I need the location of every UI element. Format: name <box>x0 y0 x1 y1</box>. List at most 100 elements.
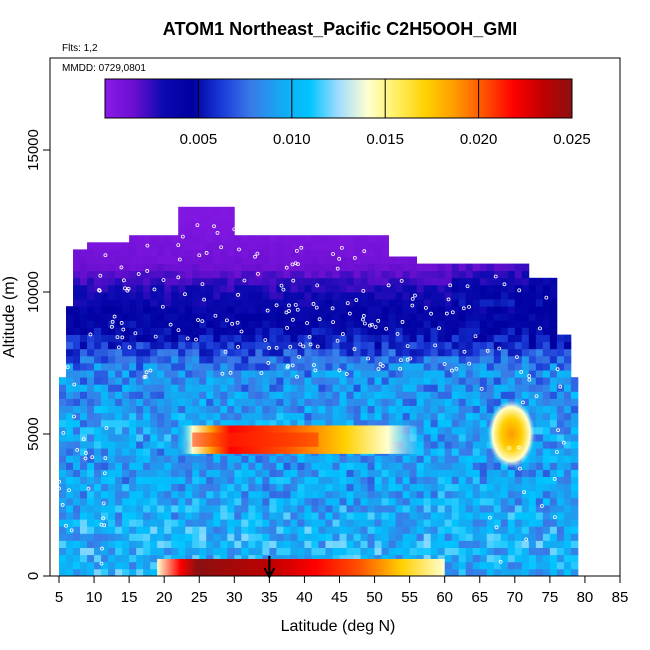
heatmap-cell <box>87 391 95 399</box>
heatmap-cell <box>346 405 354 414</box>
heatmap-cell <box>500 341 509 350</box>
heatmap-cell <box>199 391 207 399</box>
heatmap-cell <box>241 299 249 307</box>
heatmap-cell <box>556 540 565 548</box>
heatmap-cell <box>227 519 235 527</box>
heatmap-cell <box>486 540 495 548</box>
heatmap-cell <box>381 377 389 385</box>
heatmap-cell <box>339 320 347 328</box>
heatmap-cell <box>80 441 88 449</box>
heatmap-cell <box>423 341 432 350</box>
heatmap-cell <box>283 526 291 534</box>
heatmap-cell <box>388 270 396 279</box>
heatmap-cell <box>150 547 158 556</box>
heatmap-cell <box>535 441 544 449</box>
heatmap-cell <box>262 483 270 492</box>
heatmap-cell <box>178 320 186 328</box>
heatmap-cell <box>297 490 305 499</box>
heatmap-cell <box>423 434 432 442</box>
heatmap-cell <box>346 292 354 300</box>
heatmap-cell <box>185 512 193 520</box>
heatmap-cell <box>143 384 151 392</box>
heatmap-cell <box>199 419 207 428</box>
heatmap-cell <box>94 270 102 279</box>
heatmap-cell <box>430 391 439 399</box>
heatmap-cell <box>507 554 516 563</box>
heatmap-cell <box>171 242 179 250</box>
heatmap-cell <box>437 533 446 541</box>
heatmap-cell <box>290 270 298 279</box>
heatmap-cell <box>290 412 298 421</box>
heatmap-cell <box>451 398 460 406</box>
heatmap-cell <box>290 292 298 300</box>
heatmap-cell <box>87 377 95 385</box>
heatmap-cell <box>535 391 544 399</box>
heatmap-cell <box>416 497 425 506</box>
heatmap-cell <box>465 299 474 307</box>
heatmap-cell <box>542 505 551 513</box>
heatmap-cell <box>143 483 151 492</box>
heatmap-cell <box>115 348 123 357</box>
heatmap-cell <box>234 327 242 335</box>
heatmap-cell <box>248 377 256 385</box>
heatmap-cell <box>255 412 263 421</box>
heatmap-cell <box>304 469 312 477</box>
heatmap-cell <box>318 476 326 485</box>
heatmap-cell <box>346 540 354 548</box>
heatmap-cell <box>549 462 558 470</box>
heatmap-cell <box>255 334 263 343</box>
heatmap-cell <box>262 284 270 293</box>
heatmap-cell <box>444 441 453 449</box>
heatmap-cell <box>73 270 81 279</box>
heatmap-cell <box>59 505 67 513</box>
heatmap-cell <box>199 228 207 236</box>
heatmap-cell <box>255 377 263 385</box>
heatmap-cell <box>227 235 235 243</box>
heatmap-cell <box>402 462 411 470</box>
heatmap-cell <box>500 526 509 534</box>
heatmap-cell <box>514 526 523 534</box>
heatmap-cell <box>150 363 158 371</box>
heatmap-cell <box>129 469 137 477</box>
heatmap-cell <box>192 299 200 307</box>
heatmap-cell <box>353 554 361 563</box>
heatmap-cell <box>521 476 530 485</box>
heatmap-cell <box>360 490 368 499</box>
heatmap-cell <box>143 412 151 421</box>
heatmap-cell <box>269 540 277 548</box>
heatmap-cell <box>94 391 102 399</box>
heatmap-cell <box>150 235 158 243</box>
heatmap-cell <box>227 462 235 470</box>
heatmap-cell <box>395 306 404 314</box>
heatmap-cell <box>164 426 172 435</box>
heatmap-cell <box>381 412 389 421</box>
heatmap-cell <box>213 497 221 506</box>
heatmap-cell <box>318 256 326 264</box>
heatmap-cell <box>73 263 81 272</box>
heatmap-cell <box>542 434 551 442</box>
heatmap-cell <box>304 554 312 563</box>
heatmap-cell <box>269 334 277 343</box>
heatmap-cell <box>528 384 537 392</box>
heatmap-cell <box>276 370 284 378</box>
sample-point <box>290 317 295 322</box>
heatmap-cell <box>66 363 74 371</box>
heatmap-cell <box>185 490 193 499</box>
heatmap-cell <box>423 490 432 499</box>
heatmap-cell <box>563 398 572 406</box>
heatmap-cell <box>535 320 544 328</box>
heatmap-cell <box>101 405 109 414</box>
sample-point <box>366 356 370 361</box>
heatmap-cell <box>150 455 158 463</box>
sample-point <box>448 283 453 288</box>
heatmap-cell <box>535 348 544 357</box>
heatmap-cell <box>395 284 404 293</box>
heatmap-cell <box>367 462 375 470</box>
heatmap-cell <box>465 490 474 499</box>
heatmap-cell <box>367 348 375 357</box>
heatmap-cell <box>220 554 228 563</box>
heatmap-cell <box>458 505 467 513</box>
heatmap-cell <box>269 256 277 264</box>
heatmap-cell <box>325 547 333 556</box>
heatmap-cell <box>269 242 277 250</box>
